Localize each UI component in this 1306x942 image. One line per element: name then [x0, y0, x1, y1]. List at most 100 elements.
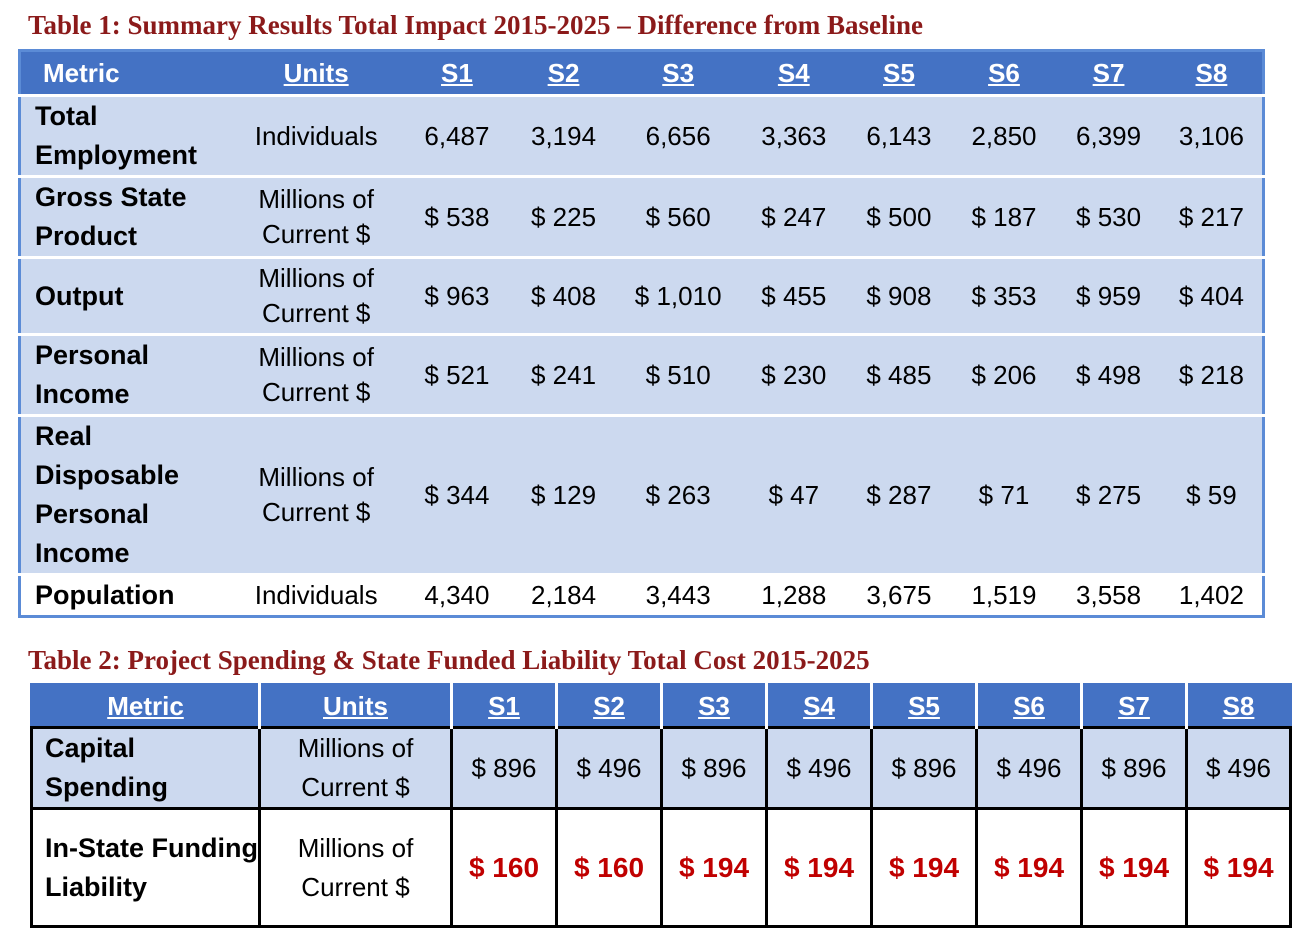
cell-value-highlight: $ 194: [975, 807, 1083, 928]
cell-value: 1,288: [741, 573, 847, 617]
cell-value: $ 455: [741, 256, 847, 335]
cell-value: $ 408: [512, 256, 615, 335]
cell-value-highlight: $ 194: [1080, 807, 1188, 928]
cell-value: 3,106: [1160, 94, 1264, 177]
cell-value: $ 344: [401, 414, 513, 575]
header-units: Units: [259, 684, 453, 728]
cell-value: 4,340: [401, 573, 513, 617]
header-units: Units: [230, 50, 402, 96]
cell-value: $ 1,010: [614, 256, 742, 335]
header-s1: S1: [401, 50, 513, 96]
cell-value: $ 217: [1160, 175, 1264, 258]
header-s3: S3: [614, 50, 742, 96]
row-units: Millions of Current $: [258, 726, 453, 810]
row-metric: In-State Funding Liability: [30, 807, 261, 928]
cell-value: $ 500: [846, 175, 952, 258]
summary-results-table: Metric Units S1 S2 S3 S4 S5 S6 S7 S8 Tot…: [18, 49, 1265, 618]
cell-value: $ 963: [401, 256, 513, 335]
cell-value: 1,402: [1160, 573, 1264, 617]
row-metric: Total Employment: [19, 94, 231, 177]
table-row: Gross State Product Millions of Current …: [19, 175, 1264, 258]
header-s6: S6: [951, 50, 1057, 96]
header-s7: S7: [1056, 50, 1161, 96]
row-metric: Gross State Product: [19, 175, 231, 258]
table-header-row: Metric Units S1 S2 S3 S4 S5 S6 S7 S8: [19, 50, 1264, 96]
cell-value: $ 404: [1160, 256, 1264, 335]
row-units: Individuals: [230, 94, 402, 177]
table-row: Population Individuals 4,340 2,184 3,443…: [19, 573, 1264, 617]
table2-caption: Table 2: Project Spending & State Funded…: [28, 645, 870, 675]
row-metric: Personal Income: [19, 333, 231, 416]
header-s8: S8: [1186, 684, 1291, 728]
cell-value: $ 71: [951, 414, 1057, 575]
row-metric: Capital Spending: [30, 726, 261, 810]
cell-value: $ 241: [512, 333, 615, 416]
row-units: Millions of Current $: [258, 807, 453, 928]
cell-value: $ 959: [1056, 256, 1161, 335]
row-metric: Population: [19, 573, 231, 617]
cell-value: $ 485: [846, 333, 952, 416]
cell-value: 6,656: [614, 94, 742, 177]
cell-value-highlight: $ 194: [765, 807, 873, 928]
cell-value: $ 560: [614, 175, 742, 258]
cell-value: $ 530: [1056, 175, 1161, 258]
row-units: Millions of Current $: [230, 414, 402, 575]
row-units: Millions of Current $: [230, 333, 402, 416]
cell-value: $ 496: [765, 726, 873, 810]
cell-value: $ 206: [951, 333, 1057, 416]
header-metric: Metric: [19, 50, 231, 96]
cell-value: 3,443: [614, 573, 742, 617]
row-units: Individuals: [230, 573, 402, 617]
header-s7: S7: [1081, 684, 1188, 728]
table-row: Output Millions of Current $ $ 963 $ 408…: [19, 256, 1264, 335]
cell-value: $ 498: [1056, 333, 1161, 416]
row-units: Millions of Current $: [230, 256, 402, 335]
row-metric: Real Disposable Personal Income: [19, 414, 231, 575]
project-spending-table: Metric Units S1 S2 S3 S4 S5 S6 S7 S8 Cap…: [30, 683, 1292, 928]
cell-value: $ 896: [1080, 726, 1188, 810]
cell-value: $ 908: [846, 256, 952, 335]
cell-value: $ 287: [846, 414, 952, 575]
cell-value: $ 538: [401, 175, 513, 258]
cell-value: $ 47: [741, 414, 847, 575]
cell-value-highlight: $ 160: [450, 807, 558, 928]
table-row: Real Disposable Personal Income Millions…: [19, 414, 1264, 575]
cell-value: $ 129: [512, 414, 615, 575]
table-row: Personal Income Millions of Current $ $ …: [19, 333, 1264, 416]
header-s8: S8: [1160, 50, 1264, 96]
cell-value: 2,184: [512, 573, 615, 617]
cell-value: $ 510: [614, 333, 742, 416]
cell-value: $ 263: [614, 414, 742, 575]
table-row: In-State Funding Liability Millions of C…: [30, 807, 1292, 928]
cell-value: 3,675: [846, 573, 952, 617]
header-s4: S4: [766, 684, 873, 728]
cell-value: $ 521: [401, 333, 513, 416]
cell-value: $ 187: [951, 175, 1057, 258]
header-s2: S2: [556, 684, 663, 728]
table-row: Capital Spending Millions of Current $ $…: [30, 726, 1292, 810]
cell-value: $ 275: [1056, 414, 1161, 575]
cell-value: $ 218: [1160, 333, 1264, 416]
header-s5: S5: [871, 684, 978, 728]
header-s2: S2: [512, 50, 615, 96]
header-s6: S6: [976, 684, 1083, 728]
header-s1: S1: [451, 684, 558, 728]
cell-value: $ 896: [450, 726, 558, 810]
cell-value: 2,850: [951, 94, 1057, 177]
cell-value: $ 496: [975, 726, 1083, 810]
cell-value: 3,558: [1056, 573, 1161, 617]
cell-value: 6,143: [846, 94, 952, 177]
header-s5: S5: [846, 50, 952, 96]
cell-value: 3,194: [512, 94, 615, 177]
cell-value-highlight: $ 194: [660, 807, 768, 928]
cell-value: $ 59: [1160, 414, 1264, 575]
header-s3: S3: [661, 684, 768, 728]
cell-value: $ 225: [512, 175, 615, 258]
cell-value: $ 230: [741, 333, 847, 416]
table-row: Total Employment Individuals 6,487 3,194…: [19, 94, 1264, 177]
cell-value-highlight: $ 194: [870, 807, 978, 928]
cell-value: 6,399: [1056, 94, 1161, 177]
cell-value: 1,519: [951, 573, 1057, 617]
cell-value: 3,363: [741, 94, 847, 177]
cell-value: $ 247: [741, 175, 847, 258]
